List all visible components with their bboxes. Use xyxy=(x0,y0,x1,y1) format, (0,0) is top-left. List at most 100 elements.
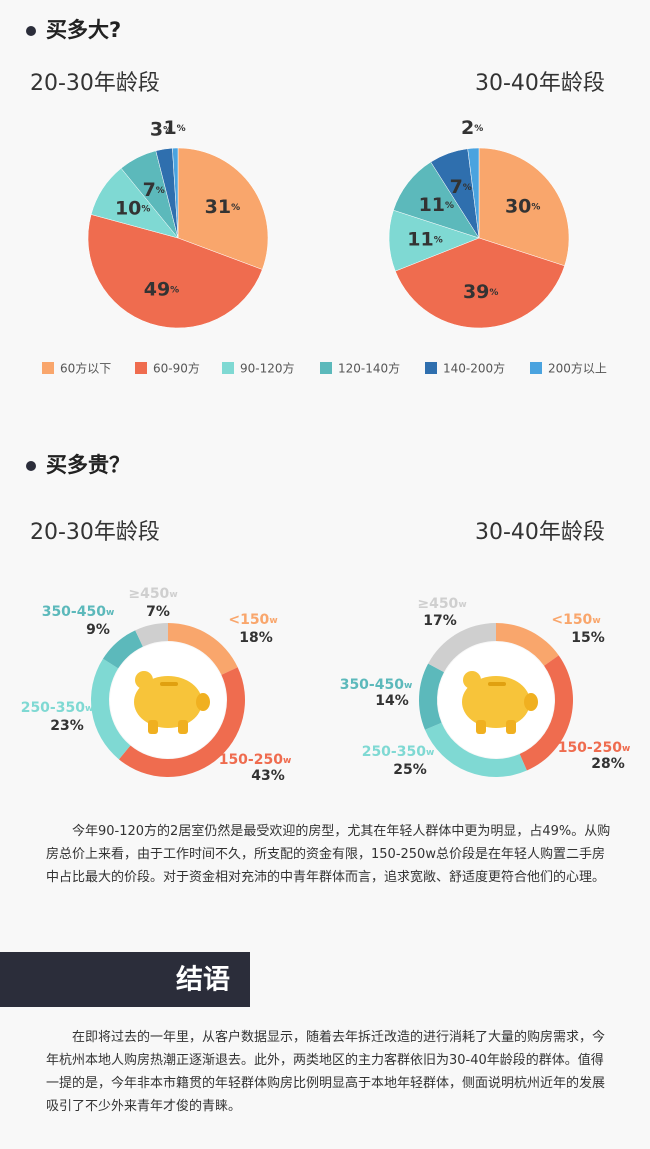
legend-label: 60方以下 xyxy=(60,361,111,376)
pie-slice xyxy=(467,147,480,239)
paragraph: 在即将过去的一年里，从客户数据显示，随着去年拆迁改造的进行消耗了大量的购房需求，… xyxy=(46,1030,606,1114)
unit: w xyxy=(404,681,412,691)
legend-swatch xyxy=(530,362,542,374)
piggy-snout xyxy=(524,693,538,711)
value: <150 xyxy=(551,612,592,628)
value-label: 14% xyxy=(375,693,409,709)
value: 250-350 xyxy=(362,744,427,760)
value: 31 xyxy=(205,196,231,218)
unit: % xyxy=(591,630,605,646)
unit: % xyxy=(434,235,443,245)
category-label: 350-450w xyxy=(42,604,115,620)
value: 11 xyxy=(407,228,433,250)
legend-swatch xyxy=(42,362,54,374)
pie-slice xyxy=(172,147,179,239)
unit: w xyxy=(169,590,177,600)
pie-slice xyxy=(177,147,269,270)
value-label: 23% xyxy=(50,718,84,734)
legend-label: 120-140方 xyxy=(338,361,400,376)
category-label: 150-250w xyxy=(558,740,631,756)
category-label: 250-350w xyxy=(21,700,94,716)
piggy xyxy=(134,676,202,728)
section-title: 买多贵？ xyxy=(46,453,130,477)
value-label: 15% xyxy=(571,630,605,646)
conclusion-banner xyxy=(0,952,250,1007)
value: 30 xyxy=(505,195,531,217)
value: 7 xyxy=(143,178,156,200)
donut-segment xyxy=(519,655,573,771)
value: 14 xyxy=(375,693,395,709)
donut-segment xyxy=(102,630,143,669)
value: 49 xyxy=(144,278,170,300)
legend-swatch xyxy=(135,362,147,374)
value: ≥450 xyxy=(128,586,169,602)
value: 18 xyxy=(239,630,258,646)
value-label: 9% xyxy=(86,622,110,638)
value-label: 28% xyxy=(591,756,625,772)
donut-segment xyxy=(418,663,444,730)
piggy-leg xyxy=(148,720,158,734)
piggy-slot xyxy=(160,682,178,686)
chart-title: 20-30年龄段 xyxy=(30,520,160,545)
slice-label: 1% xyxy=(163,117,185,139)
value: 250-350 xyxy=(21,700,86,716)
value-label: 18% xyxy=(239,630,273,646)
slice-label: 11% xyxy=(419,193,454,215)
unit: % xyxy=(474,124,483,134)
value: 15 xyxy=(571,630,590,646)
value: 10 xyxy=(115,197,141,219)
value: <150 xyxy=(228,612,269,628)
pie-slice xyxy=(87,214,263,329)
donut-segment xyxy=(424,722,527,777)
chart-title: 20-30年龄段 xyxy=(30,71,160,96)
unit: % xyxy=(170,285,179,295)
value: 11 xyxy=(419,193,445,215)
value: 39 xyxy=(463,280,489,302)
donut-segment xyxy=(496,623,559,666)
legend-swatch xyxy=(320,362,332,374)
chart-title: 30-40年龄段 xyxy=(475,520,605,545)
legend-label: 90-120方 xyxy=(240,361,295,376)
unit: % xyxy=(413,762,427,778)
piggy xyxy=(462,676,530,728)
unit: % xyxy=(271,768,285,784)
donut-segment xyxy=(118,667,246,777)
value: 350-450 xyxy=(340,677,405,693)
bullet xyxy=(26,26,36,36)
slice-label: 7% xyxy=(143,178,165,200)
piggy-slot xyxy=(488,682,506,686)
piggy-ear xyxy=(463,671,481,689)
legend-swatch xyxy=(222,362,234,374)
slice-label: 10% xyxy=(115,197,150,219)
piggy-leg xyxy=(506,720,516,734)
slice-label: 3% xyxy=(150,118,172,140)
category-label: ≥450w xyxy=(128,586,177,602)
value: 2 xyxy=(461,117,474,139)
unit: w xyxy=(458,600,466,610)
pie-slice xyxy=(478,147,570,267)
slice-label: 2% xyxy=(461,117,483,139)
paragraph: 今年90-120方的2居室仍然是最受欢迎的房型，尤其在年轻人群体中更为明显，占4… xyxy=(46,824,611,885)
category-label: <150w xyxy=(228,612,277,628)
unit: w xyxy=(622,744,630,754)
value: 350-450 xyxy=(42,604,107,620)
unit: w xyxy=(592,616,600,626)
unit: w xyxy=(283,756,291,766)
slice-label: 11% xyxy=(407,228,442,250)
piggy-leg xyxy=(476,720,486,734)
unit: % xyxy=(463,183,472,193)
slice-label: 39% xyxy=(463,280,498,302)
unit: % xyxy=(156,604,170,620)
value: 1 xyxy=(163,117,176,139)
category-label: 150-250w xyxy=(219,752,292,768)
value: 7 xyxy=(146,604,156,620)
unit: w xyxy=(106,608,114,618)
value: 9 xyxy=(86,622,96,638)
value: 150-250 xyxy=(558,740,623,756)
piggy-leg xyxy=(178,720,188,734)
value: 23 xyxy=(50,718,69,734)
unit: % xyxy=(163,125,172,135)
pie-slice xyxy=(394,237,565,329)
